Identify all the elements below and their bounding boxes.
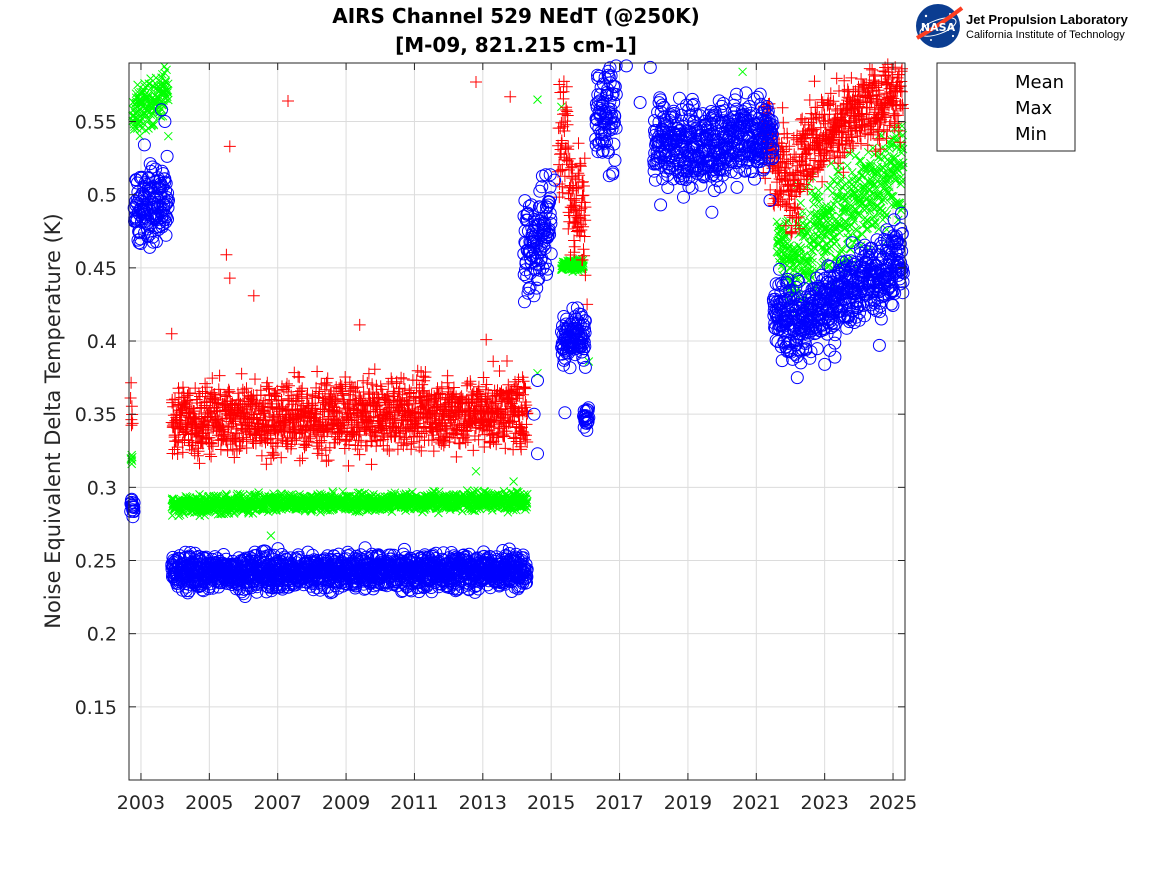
jpl-name: Jet Propulsion Laboratory	[966, 12, 1129, 27]
data-point	[254, 488, 263, 497]
data-point	[137, 113, 147, 123]
nasa-meatball-icon: NASA	[916, 4, 964, 48]
jpl-institution: California Institute of Technology	[966, 29, 1125, 41]
nasa-jpl-logo: NASA Jet Propulsion Laboratory Californi…	[916, 4, 1129, 48]
series-mean	[126, 62, 908, 540]
data-point	[163, 79, 173, 89]
data-point	[161, 77, 171, 87]
data-point	[163, 85, 173, 95]
data-point	[127, 452, 137, 462]
data-point	[148, 119, 158, 129]
nasa-wordmark: NASA	[921, 21, 956, 34]
chart-subtitle: [M-09, 821.215 cm-1]	[395, 33, 637, 57]
data-point	[132, 107, 141, 116]
data-layer	[124, 58, 910, 603]
data-point	[163, 88, 172, 97]
data-point	[244, 509, 254, 518]
data-point	[149, 120, 159, 130]
data-point	[235, 489, 245, 499]
data-point	[133, 80, 142, 90]
data-point	[163, 95, 173, 105]
data-point	[129, 125, 139, 134]
chart-title: AIRS Channel 529 NEdT (@250K)	[332, 4, 700, 28]
